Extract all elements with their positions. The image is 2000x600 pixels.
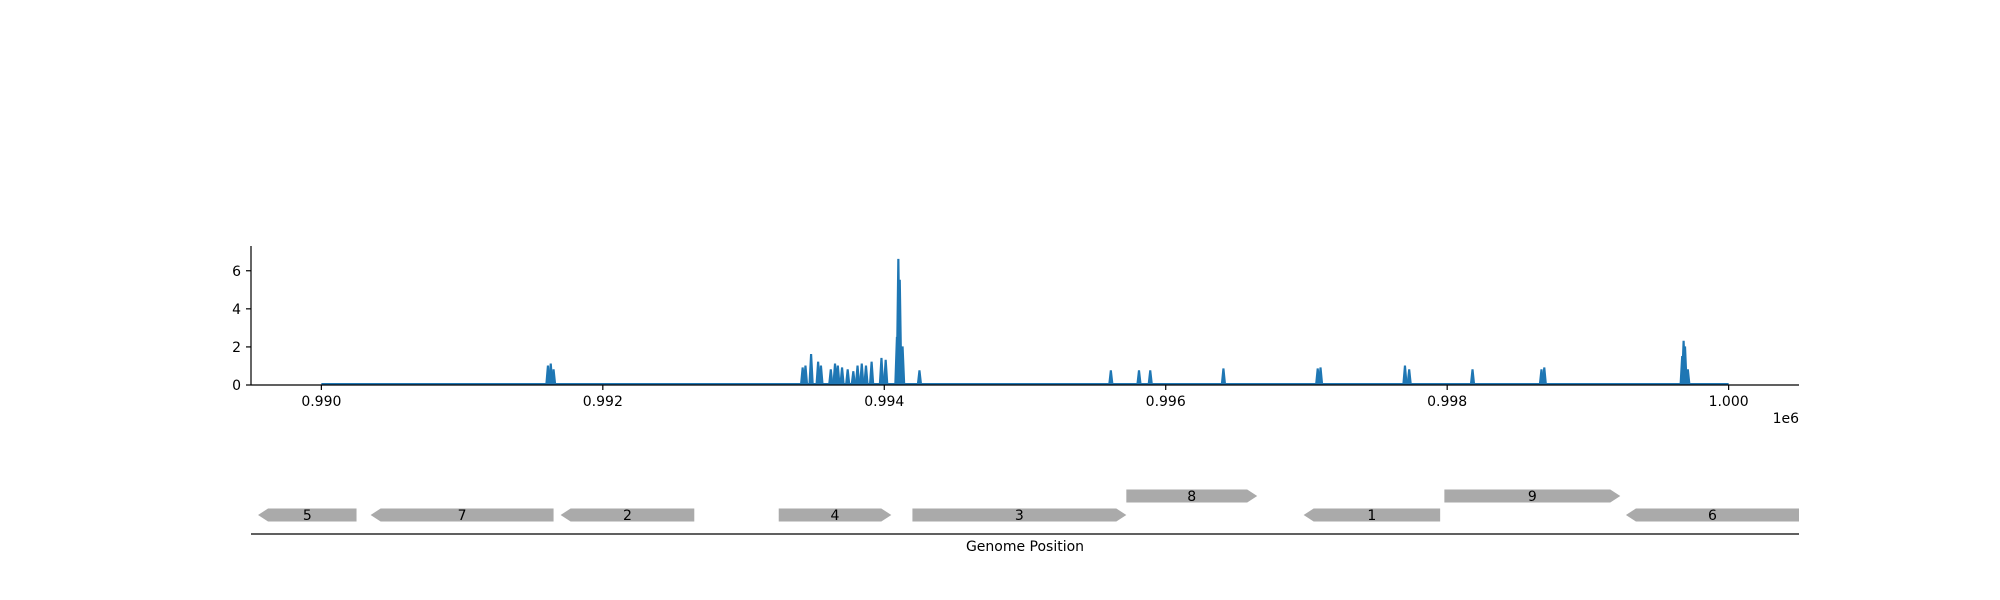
gene-arrow — [1303, 508, 1441, 522]
coverage-peak — [868, 361, 875, 386]
coverage-peak — [828, 369, 834, 386]
x-tick-label: 1.000 — [1709, 394, 1749, 410]
gene-label: 9 — [1528, 489, 1537, 505]
coverage-peak — [808, 354, 814, 386]
x-tick-label: 0.992 — [583, 394, 623, 410]
gene-arrow — [1625, 508, 1799, 522]
x-axis-offset-label: 1e6 — [1773, 411, 1800, 427]
gene-label: 5 — [303, 508, 312, 524]
gene-arrow — [1444, 489, 1621, 503]
coverage-peak — [1317, 367, 1324, 386]
coverage-peak — [1136, 370, 1142, 386]
coverage-peak — [1147, 370, 1154, 386]
coverage-peak — [863, 365, 869, 386]
y-tick-label: 2 — [232, 340, 241, 356]
gene-arrow — [560, 508, 695, 522]
gene-arrow — [1126, 489, 1258, 503]
coverage-peak — [844, 369, 851, 386]
coverage-peak — [1108, 370, 1114, 386]
gene-arrow — [370, 508, 554, 522]
x-tick-label: 0.990 — [301, 394, 341, 410]
coverage-peak — [1406, 369, 1412, 386]
coverage-peak — [882, 359, 889, 386]
gene-label: 1 — [1367, 508, 1376, 524]
x-tick-label: 0.998 — [1427, 394, 1467, 410]
coverage-peak — [878, 357, 885, 386]
gene-track-x-label: Genome Position — [966, 539, 1084, 555]
x-tick-label: 0.996 — [1146, 394, 1186, 410]
coverage-peak — [859, 363, 865, 386]
gene-label: 7 — [458, 508, 467, 524]
coverage-peak — [1220, 368, 1227, 386]
coverage-peak — [1541, 367, 1548, 386]
coverage-peak — [916, 370, 923, 386]
coverage-peak — [802, 365, 809, 386]
coverage-peak — [1402, 365, 1408, 386]
y-tick-label: 0 — [232, 378, 241, 394]
y-axis-ticks: 0 2 4 6 — [232, 264, 251, 394]
gene-label: 4 — [831, 508, 840, 524]
gene-label: 3 — [1015, 508, 1024, 524]
gene-label: 2 — [623, 508, 632, 524]
gene-arrow — [778, 508, 892, 522]
gene-track: 5 7 2 4 3 8 1 9 6 Genome Position — [251, 489, 1799, 555]
coverage-traces — [545, 258, 1691, 386]
x-axis-ticks: 0.990 0.992 0.994 0.996 0.998 1.000 — [301, 385, 1749, 410]
gene-arrow — [258, 508, 357, 522]
y-tick-label: 4 — [232, 302, 241, 318]
coverage-peak — [854, 365, 861, 386]
y-tick-label: 6 — [232, 264, 241, 280]
gene-arrow — [912, 508, 1127, 522]
gene-label: 8 — [1187, 489, 1196, 505]
coverage-peak — [839, 367, 845, 386]
coverage-plot: 0 2 4 6 0.990 0.992 0.994 0.996 0.998 1.000 1e6 — [232, 246, 1799, 427]
x-tick-label: 0.994 — [864, 394, 904, 410]
coverage-peak — [1469, 369, 1476, 386]
gene-arrows: 5 7 2 4 3 8 1 9 6 — [258, 489, 1799, 524]
gene-label: 6 — [1708, 508, 1717, 524]
